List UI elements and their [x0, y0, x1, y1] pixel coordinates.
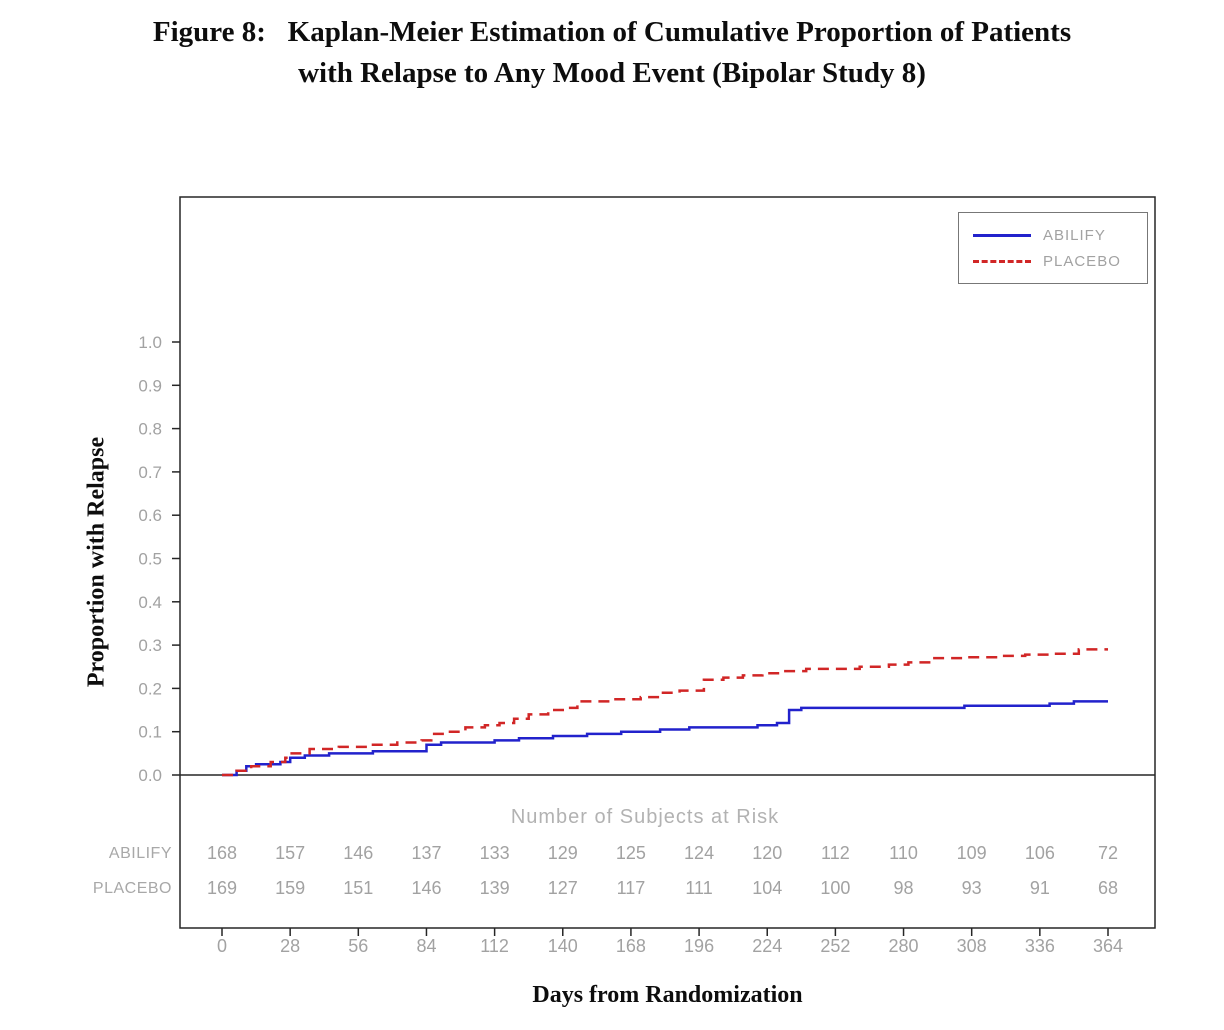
- series-abilify-line: [222, 700, 1108, 777]
- abilify-line-swatch-icon: [973, 233, 1031, 237]
- placebo-line-swatch-icon: [973, 259, 1031, 263]
- at-risk-count: 127: [548, 878, 578, 898]
- survival-curves: [222, 648, 1108, 777]
- y-tick-label: 0.7: [138, 463, 162, 482]
- at-risk-count: 169: [207, 878, 237, 898]
- y-axis-ticks: 0.0 0.1 0.2 0.3 0.4 0.5 0.6 0.7 0.8 0.9 1.0: [138, 333, 180, 785]
- y-tick-label: 1.0: [138, 333, 162, 352]
- at-risk-count: 100: [820, 878, 850, 898]
- x-axis-ticks: 0 28 56 84 112 140 168 196 224 252 280 308 336 364: [217, 928, 1123, 956]
- x-tick-label: 364: [1093, 936, 1123, 956]
- legend-entry-abilify: ABILIFY: [973, 228, 1147, 243]
- at-risk-count: 68: [1098, 878, 1118, 898]
- x-tick-label: 196: [684, 936, 714, 956]
- at-risk-count: 133: [480, 843, 510, 863]
- y-tick-label: 0.5: [138, 550, 162, 569]
- x-axis-title: Days from Randomization: [532, 982, 803, 1008]
- x-tick-label: 336: [1025, 936, 1055, 956]
- at-risk-count: 146: [411, 878, 441, 898]
- at-risk-count: 91: [1030, 878, 1050, 898]
- at-risk-count: 104: [752, 878, 782, 898]
- x-tick-label: 0: [217, 936, 227, 956]
- figure-title-line-2: with Relapse to Any Mood Event (Bipolar …: [298, 57, 926, 89]
- y-tick-label: 0.0: [138, 766, 162, 785]
- x-tick-label: 280: [889, 936, 919, 956]
- x-tick-label: 84: [416, 936, 436, 956]
- x-tick-label: 252: [820, 936, 850, 956]
- at-risk-count: 124: [684, 843, 714, 863]
- at-risk-count: 129: [548, 843, 578, 863]
- figure-title-line-1: Figure 8: Kaplan-Meier Estimation of Cum…: [152, 16, 1072, 48]
- x-tick-label: 224: [752, 936, 782, 956]
- legend-label-abilify: ABILIFY: [1043, 226, 1106, 244]
- at-risk-header: Number of Subjects at Risk: [510, 806, 780, 828]
- x-tick-label: 56: [348, 936, 368, 956]
- x-tick-label: 168: [616, 936, 646, 956]
- at-risk-count: 125: [616, 843, 646, 863]
- figure-title: Figure 8: Kaplan-Meier Estimation of Cum…: [0, 12, 1224, 94]
- x-tick-label: 112: [480, 936, 509, 956]
- at-risk-row-label-placebo: PLACEBO: [92, 880, 172, 897]
- at-risk-count: 93: [962, 878, 982, 898]
- y-tick-label: 0.4: [138, 593, 162, 612]
- at-risk-count: 110: [889, 843, 918, 863]
- at-risk-count: 168: [207, 843, 237, 863]
- at-risk-count: 146: [343, 843, 373, 863]
- x-tick-label: 140: [548, 936, 578, 956]
- x-tick-label: 308: [957, 936, 987, 956]
- at-risk-count: 111: [685, 878, 712, 898]
- at-risk-count: 72: [1098, 843, 1118, 863]
- series-placebo-line: [222, 648, 1108, 777]
- at-risk-count: 109: [957, 843, 987, 863]
- legend-label-placebo: PLACEBO: [1043, 252, 1121, 270]
- at-risk-count: 139: [480, 878, 510, 898]
- at-risk-count: 117: [617, 878, 646, 898]
- y-tick-label: 0.2: [138, 679, 162, 698]
- at-risk-count: 137: [411, 843, 441, 863]
- legend-entry-placebo: PLACEBO: [973, 254, 1147, 269]
- at-risk-count-table: 168 157 146 137 133 129 125 124 120 112 110 109 106 7…: [207, 843, 1118, 898]
- y-tick-label: 0.1: [138, 723, 162, 742]
- y-tick-label: 0.3: [138, 636, 162, 655]
- at-risk-count: 120: [752, 843, 782, 863]
- at-risk-count: 151: [343, 878, 373, 898]
- y-tick-label: 0.6: [138, 506, 162, 525]
- at-risk-count: 157: [275, 843, 305, 863]
- y-tick-label: 0.9: [138, 376, 162, 395]
- at-risk-count: 112: [821, 843, 850, 863]
- at-risk-row-label-abilify: ABILIFY: [108, 845, 172, 862]
- at-risk-count: 159: [275, 878, 305, 898]
- at-risk-count: 98: [894, 878, 914, 898]
- at-risk-count: 106: [1025, 843, 1055, 863]
- plot-frame: [179, 196, 1156, 929]
- legend: ABILIFY PLACEBO: [958, 212, 1148, 284]
- y-tick-label: 0.8: [138, 420, 162, 439]
- x-tick-label: 28: [280, 936, 300, 956]
